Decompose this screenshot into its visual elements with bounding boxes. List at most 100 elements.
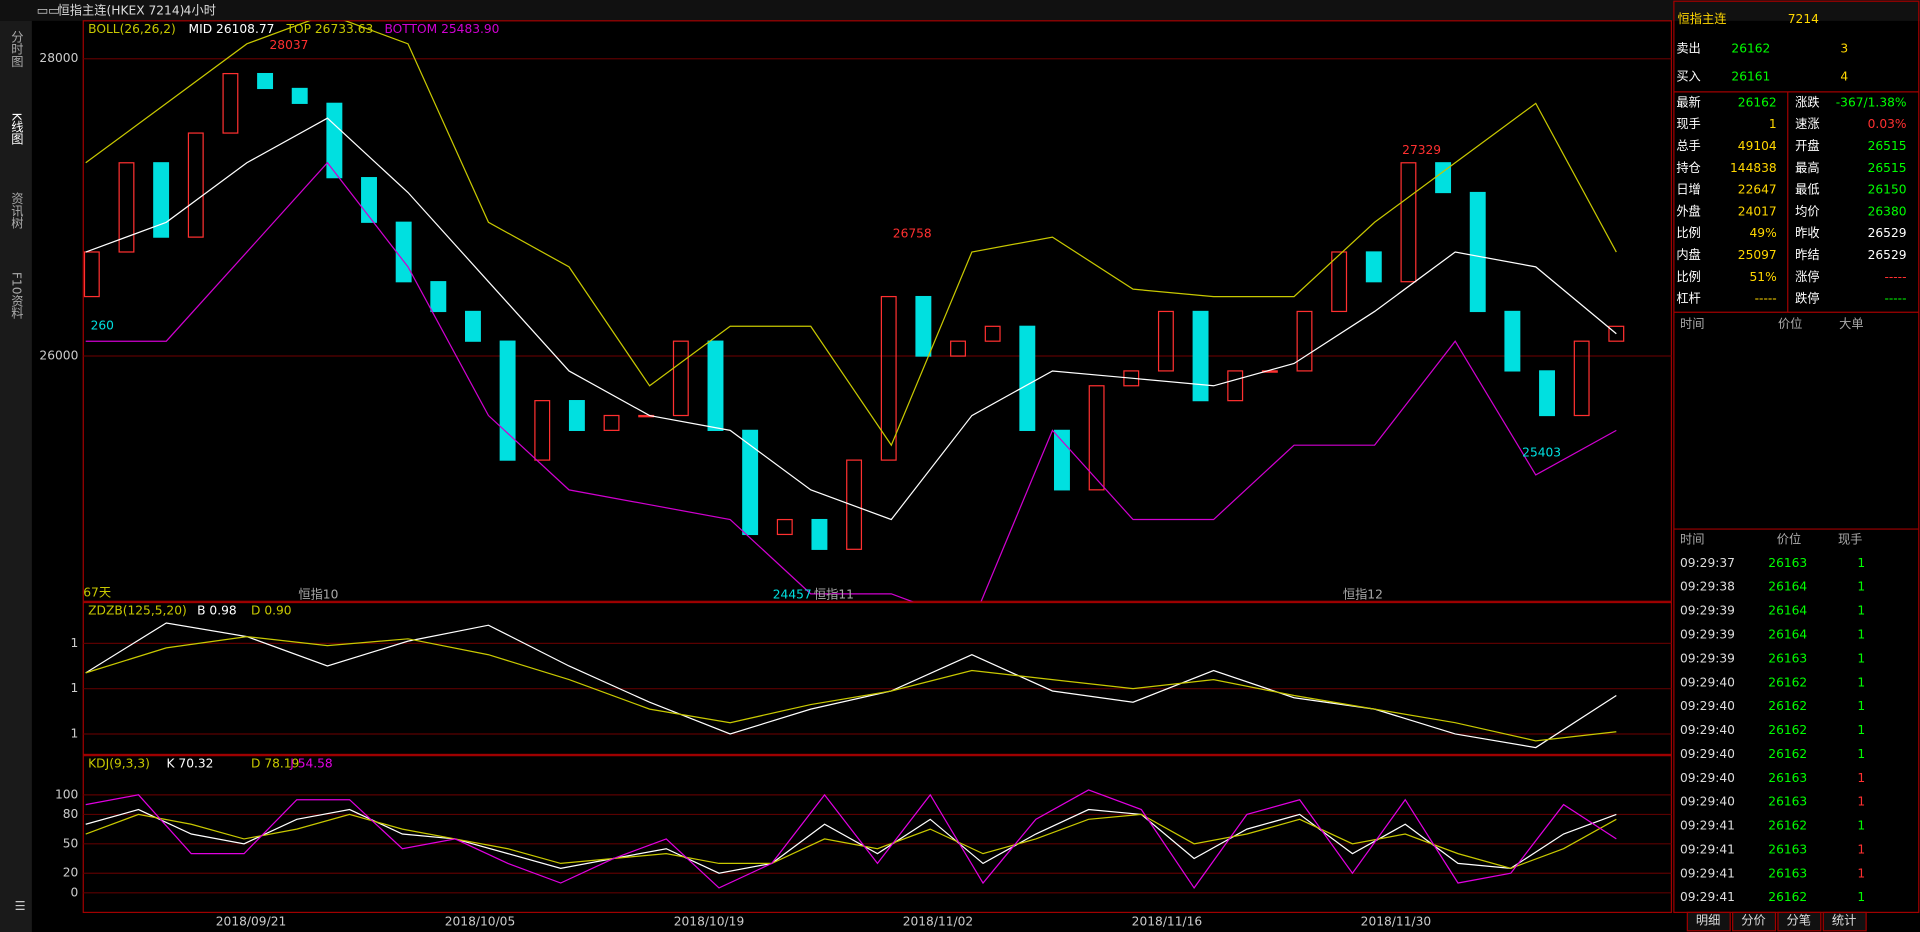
candle-body	[1227, 370, 1244, 402]
symbol[interactable]: 恒指主连(HKEX 7214)	[58, 3, 185, 18]
candle-body	[1365, 251, 1382, 283]
annotation: 24457	[773, 588, 812, 602]
quote-name: 恒指主连	[1678, 11, 1727, 26]
info-value: 26529	[1868, 226, 1907, 240]
column-header: 大单	[1839, 317, 1863, 331]
period[interactable]: 4小时	[184, 4, 216, 18]
info-label: 比例	[1676, 270, 1700, 284]
info-label: 昨结	[1795, 248, 1819, 262]
info-label: 内盘	[1676, 247, 1700, 262]
indicator-legend: TOP 26733.63	[286, 22, 374, 36]
info-value: -----	[1755, 292, 1777, 306]
trade-volume: 1	[1857, 651, 1865, 665]
info-label: 速涨	[1795, 116, 1819, 131]
order-label: 卖出	[1676, 41, 1700, 55]
trade-price: 26162	[1768, 723, 1807, 737]
x-tick-label: 2018/11/16	[1132, 915, 1203, 929]
menu-icon[interactable]: ☰	[15, 899, 26, 913]
annotation: 恒指10	[298, 587, 338, 602]
trade-time: 09:29:41	[1680, 890, 1735, 904]
trade-volume: 1	[1857, 699, 1865, 713]
tab[interactable]	[1732, 911, 1777, 932]
y-tick-label: 26000	[39, 349, 78, 363]
candle-body	[326, 102, 343, 179]
column-header: 现手	[1838, 533, 1862, 547]
y-tick-label: 50	[63, 836, 79, 850]
indicator-legend: J 54.58	[289, 757, 333, 771]
trade-time: 09:29:40	[1680, 771, 1735, 785]
indicator-legend: KDJ(9,3,3)	[88, 757, 150, 771]
tab[interactable]	[1686, 911, 1731, 932]
trade-volume: 1	[1857, 890, 1865, 904]
info-value: 26380	[1868, 204, 1907, 218]
candle-body	[707, 340, 724, 431]
side-tab[interactable]: K线图	[9, 113, 23, 146]
candle-body	[1573, 340, 1590, 417]
tab[interactable]	[1822, 911, 1867, 932]
candle-body	[1469, 191, 1486, 313]
candle-body	[291, 87, 308, 104]
toolbar	[0, 0, 1920, 21]
column-header: 时间	[1680, 317, 1704, 331]
candle-body	[257, 72, 274, 90]
candle-body	[153, 162, 170, 238]
annotation: 28037	[270, 38, 309, 52]
info-label: 外盘	[1676, 203, 1700, 218]
annotation: 260	[91, 318, 114, 332]
tab-label[interactable]: 分价	[1741, 913, 1765, 927]
series-line	[85, 635, 1617, 742]
info-value: -----	[1884, 292, 1906, 306]
candle-body	[395, 221, 412, 283]
candle-body	[187, 132, 204, 238]
side-tab[interactable]: F10资料	[9, 272, 23, 319]
indicator-legend: BOLL(26,26,2)	[88, 22, 176, 36]
info-value: 26529	[1868, 248, 1907, 262]
candle-body	[1296, 310, 1313, 372]
trade-time: 09:29:39	[1680, 604, 1735, 618]
trade-price: 26163	[1768, 556, 1807, 570]
info-label: 总手	[1676, 139, 1700, 153]
candle-body	[534, 400, 551, 461]
info-label: 日增	[1676, 182, 1700, 197]
info-value: -----	[1884, 270, 1906, 284]
candle-body	[880, 295, 897, 461]
candle-body	[1019, 325, 1036, 431]
trade-price: 26162	[1768, 675, 1807, 689]
column-header: 价位	[1777, 532, 1801, 547]
indicator-legend: B 0.98	[197, 604, 237, 618]
order-price: 26162	[1731, 41, 1770, 55]
trade-price: 26163	[1768, 795, 1807, 809]
info-label: 跌停	[1795, 291, 1819, 306]
side-tab[interactable]: 分时图	[9, 30, 23, 67]
info-label: 开盘	[1795, 138, 1819, 153]
sidebar	[0, 20, 32, 932]
trade-price: 26164	[1768, 604, 1807, 618]
trade-price: 26163	[1768, 866, 1807, 880]
candle-body	[222, 72, 239, 134]
trade-time: 09:29:41	[1680, 866, 1735, 880]
info-value: 51%	[1750, 270, 1777, 284]
tab-label[interactable]: 明细	[1696, 913, 1720, 927]
series-line	[85, 117, 1617, 521]
indicator-legend: MID 26108.77	[189, 22, 275, 36]
kdj-frame	[82, 755, 1673, 914]
trade-time: 09:29:41	[1680, 819, 1735, 833]
tab-label[interactable]: 统计	[1832, 913, 1856, 927]
info-value: 1	[1769, 117, 1777, 131]
annotation: 67天	[83, 585, 111, 599]
series-line	[85, 813, 1617, 869]
plot	[85, 789, 1617, 889]
trade-volume: 1	[1857, 580, 1865, 594]
trade-time: 09:29:41	[1680, 842, 1735, 856]
trade-price: 26163	[1768, 842, 1807, 856]
tab[interactable]	[1777, 911, 1822, 932]
order-volume: 3	[1840, 41, 1848, 55]
tab-label[interactable]: 分笔	[1787, 912, 1811, 927]
info-value: 24017	[1738, 204, 1777, 218]
side-tab[interactable]: 资讯树	[9, 192, 23, 229]
trade-time: 09:29:39	[1680, 628, 1735, 642]
panel-frames	[82, 0, 1920, 914]
trade-time: 09:29:39	[1680, 651, 1735, 665]
info-label: 涨跌	[1795, 94, 1819, 109]
